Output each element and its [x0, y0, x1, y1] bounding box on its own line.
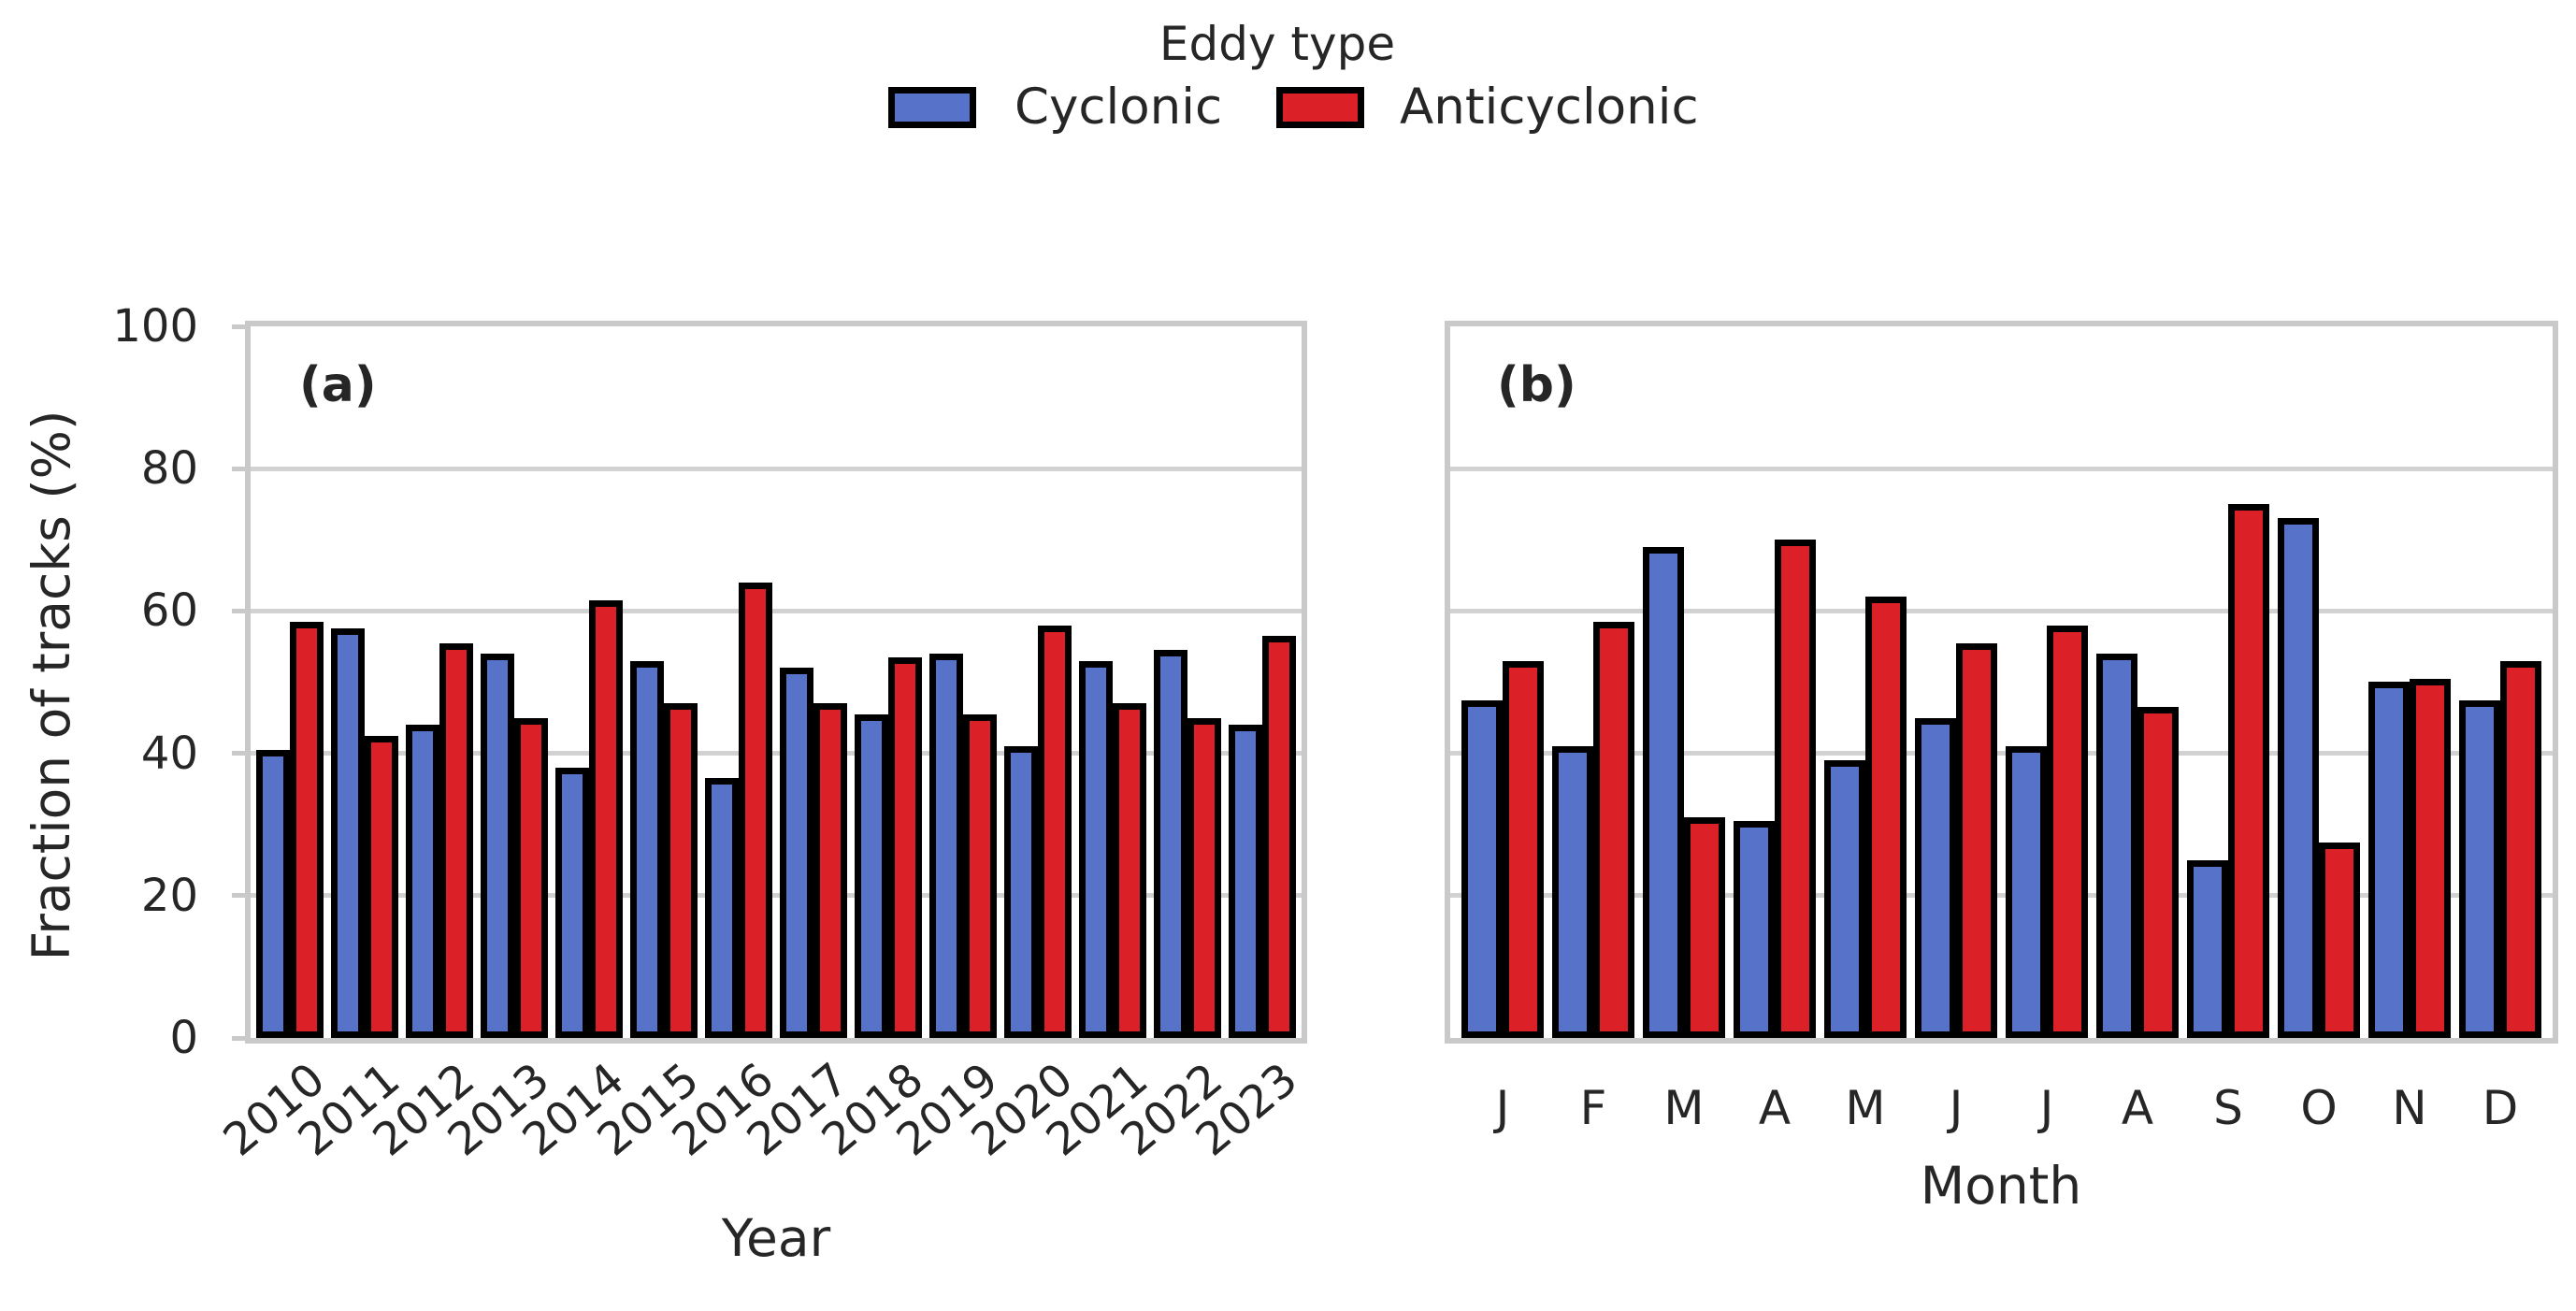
- y-tick-mark-40: [232, 751, 245, 756]
- bar-anticyclonic-2012: [439, 643, 473, 1038]
- bar-anticyclonic-M-m3: [1684, 817, 1725, 1038]
- y-tick-label-60: 60: [140, 584, 198, 638]
- bar-cyclonic-J-m6: [1915, 718, 1956, 1038]
- gridline-20: [1450, 893, 2553, 899]
- legend-label-cyclonic: Cyclonic: [1015, 79, 1223, 136]
- bar-cyclonic-2016: [705, 778, 739, 1038]
- panel-a-plot-area: [245, 321, 1307, 1044]
- bar-anticyclonic-J-m1: [1503, 661, 1544, 1038]
- bar-anticyclonic-2023: [1262, 636, 1296, 1038]
- x-tick-label-month-3: M: [1663, 1081, 1705, 1135]
- gridline-40: [251, 751, 1302, 756]
- bar-cyclonic-2011: [331, 628, 365, 1038]
- bar-cyclonic-J-m7: [2006, 746, 2047, 1038]
- bar-anticyclonic-2020: [1038, 626, 1072, 1038]
- bar-anticyclonic-2017: [813, 703, 847, 1038]
- gridline-40: [1450, 751, 2553, 756]
- gridline-80: [251, 466, 1302, 471]
- legend-swatch-cyclonic: [888, 87, 976, 128]
- y-tick-mark-100: [232, 324, 245, 329]
- bar-cyclonic-2018: [855, 714, 888, 1038]
- x-tick-label-month-9: S: [2213, 1081, 2243, 1135]
- bar-anticyclonic-2013: [514, 718, 548, 1038]
- bar-anticyclonic-N-m11: [2410, 679, 2451, 1038]
- bar-anticyclonic-2021: [1113, 703, 1146, 1038]
- gridline-60: [1450, 608, 2553, 613]
- y-tick-label-0: 0: [169, 1012, 198, 1064]
- bar-cyclonic-2017: [780, 668, 813, 1038]
- legend-swatch-anticyclonic: [1276, 87, 1364, 128]
- panel-b-letter: (b): [1497, 357, 1576, 413]
- bar-anticyclonic-2022: [1187, 718, 1221, 1038]
- bar-anticyclonic-J-m7: [2047, 626, 2088, 1038]
- y-tick-mark-20: [232, 893, 245, 899]
- y-tick-mark-60: [232, 608, 245, 613]
- y-tick-label-40: 40: [140, 727, 198, 780]
- bar-cyclonic-S-m9: [2187, 860, 2228, 1038]
- bar-cyclonic-A-m8: [2096, 654, 2137, 1038]
- bar-cyclonic-2012: [406, 725, 439, 1038]
- y-tick-mark-80: [232, 466, 245, 471]
- x-tick-label-month-8: A: [2121, 1081, 2154, 1135]
- bar-cyclonic-O-m10: [2278, 518, 2319, 1038]
- x-tick-label-month-1: J: [1495, 1081, 1510, 1135]
- gridline-80: [1450, 466, 2553, 471]
- x-tick-label-month-7: J: [2039, 1081, 2054, 1135]
- bar-anticyclonic-2010: [290, 622, 324, 1038]
- bar-cyclonic-2023: [1229, 725, 1262, 1038]
- bar-anticyclonic-2011: [365, 736, 398, 1038]
- gridline-60: [251, 608, 1302, 613]
- bar-cyclonic-2019: [929, 654, 963, 1038]
- x-tick-label-month-6: J: [1949, 1081, 1964, 1135]
- y-tick-label-100: 100: [112, 300, 198, 353]
- bar-cyclonic-N-m11: [2368, 682, 2410, 1038]
- bar-anticyclonic-2018: [888, 657, 922, 1038]
- bar-cyclonic-F-m2: [1552, 746, 1593, 1038]
- bar-anticyclonic-2016: [739, 583, 772, 1038]
- bar-cyclonic-J-m1: [1461, 700, 1503, 1038]
- bar-anticyclonic-D-m12: [2500, 661, 2541, 1038]
- bar-cyclonic-2020: [1004, 746, 1038, 1038]
- x-tick-label-month-4: A: [1758, 1081, 1792, 1135]
- bar-cyclonic-M-m5: [1824, 760, 1865, 1038]
- bar-anticyclonic-J-m6: [1956, 643, 1997, 1038]
- bar-cyclonic-2010: [256, 750, 290, 1038]
- x-axis-label-month: Month: [1920, 1156, 2082, 1216]
- bar-anticyclonic-S-m9: [2228, 504, 2269, 1038]
- legend-label-anticyclonic: Anticyclonic: [1400, 79, 1699, 136]
- y-tick-mark-0: [232, 1035, 245, 1041]
- bar-anticyclonic-A-m8: [2137, 707, 2179, 1038]
- bar-anticyclonic-F-m2: [1593, 622, 1634, 1038]
- bar-anticyclonic-2019: [963, 714, 997, 1038]
- gridline-20: [251, 893, 1302, 899]
- panel-a-letter: (a): [299, 357, 377, 413]
- bar-anticyclonic-A-m4: [1775, 540, 1816, 1038]
- x-tick-label-month-10: O: [2300, 1081, 2338, 1135]
- bar-anticyclonic-M-m5: [1865, 597, 1907, 1038]
- legend-title: Eddy type: [1158, 17, 1396, 71]
- bar-cyclonic-2022: [1154, 650, 1187, 1038]
- bar-cyclonic-2014: [555, 768, 589, 1038]
- bar-anticyclonic-2014: [589, 600, 623, 1038]
- panel-b-plot-area: [1445, 321, 2558, 1044]
- y-tick-label-80: 80: [140, 442, 198, 496]
- bar-anticyclonic-O-m10: [2319, 843, 2360, 1038]
- bar-cyclonic-D-m12: [2459, 700, 2500, 1038]
- bar-cyclonic-2021: [1079, 661, 1113, 1038]
- bar-cyclonic-2013: [481, 654, 514, 1038]
- x-tick-label-month-11: N: [2392, 1081, 2427, 1135]
- bar-cyclonic-M-m3: [1643, 547, 1684, 1038]
- bar-cyclonic-A-m4: [1734, 821, 1775, 1038]
- y-tick-label-20: 20: [140, 869, 198, 922]
- x-tick-label-month-5: M: [1845, 1081, 1886, 1135]
- x-axis-label-year: Year: [721, 1208, 831, 1268]
- bar-cyclonic-2015: [630, 661, 664, 1038]
- x-tick-label-month-2: F: [1579, 1081, 1607, 1135]
- x-tick-label-month-12: D: [2482, 1081, 2519, 1135]
- bar-anticyclonic-2015: [664, 703, 698, 1038]
